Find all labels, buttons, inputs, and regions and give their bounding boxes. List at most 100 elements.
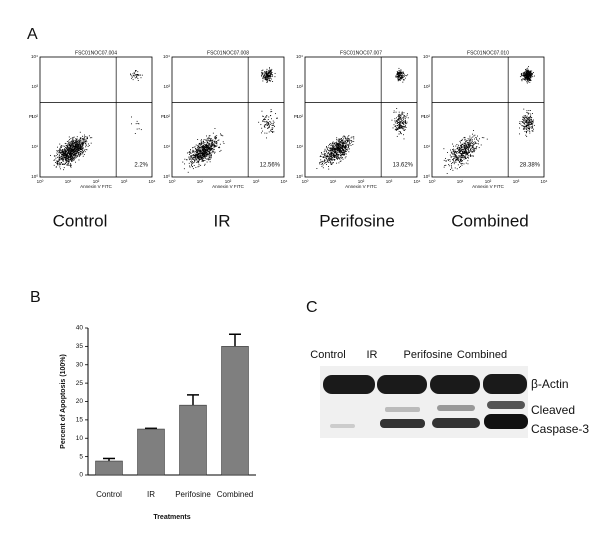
dot (348, 151, 350, 153)
dot (459, 157, 461, 159)
dot (332, 144, 334, 146)
dot (73, 151, 75, 153)
band (377, 375, 427, 394)
dot (466, 140, 468, 142)
dot (65, 146, 67, 148)
dot (525, 124, 527, 126)
dot (347, 139, 348, 141)
dot (337, 155, 339, 157)
dot (470, 145, 472, 147)
dot (221, 134, 223, 136)
dot (341, 151, 343, 153)
dot (331, 149, 333, 150)
dot (196, 153, 198, 155)
dot (343, 153, 345, 155)
dot (524, 73, 526, 74)
dot (329, 157, 331, 159)
dot (461, 160, 463, 161)
y-tick-label: 10⁴ (423, 54, 430, 59)
dot (468, 155, 470, 157)
dot (132, 79, 134, 81)
dot (68, 161, 70, 163)
dot (79, 148, 81, 150)
dot (79, 144, 81, 146)
dot (214, 140, 216, 142)
dot (465, 151, 467, 153)
dot (264, 76, 266, 78)
dot (205, 148, 207, 150)
dot (62, 158, 64, 160)
dot (336, 139, 338, 141)
dot (64, 159, 66, 161)
dot (344, 140, 346, 142)
dot (262, 77, 264, 79)
dot (263, 71, 265, 73)
dot (74, 144, 76, 146)
dot (334, 155, 336, 157)
dot (532, 127, 533, 129)
dot (340, 138, 342, 140)
y-tick-label: 10¹ (296, 144, 303, 149)
dot (401, 77, 403, 78)
dot (63, 150, 65, 152)
dot (342, 142, 344, 144)
dot (474, 138, 475, 140)
dot (525, 122, 527, 123)
dot (328, 149, 329, 151)
dot (203, 153, 205, 155)
dot (208, 156, 210, 158)
dot (339, 154, 341, 156)
dot (73, 149, 75, 151)
dot (332, 148, 334, 150)
dot (399, 115, 401, 117)
dot (330, 148, 332, 150)
dot (396, 73, 398, 75)
dot (326, 146, 327, 148)
dot (197, 149, 199, 151)
dot (67, 162, 69, 164)
dot (400, 72, 402, 74)
dot (338, 149, 340, 151)
dot (468, 146, 470, 148)
dot (401, 72, 403, 74)
dot (267, 74, 269, 75)
dot (530, 126, 532, 128)
dot (395, 125, 397, 127)
dot (458, 147, 460, 149)
dot (75, 138, 77, 140)
dot (212, 144, 214, 146)
dot (527, 113, 529, 115)
dot (211, 144, 213, 146)
dot (273, 131, 275, 133)
dot (466, 145, 468, 146)
dot (266, 79, 268, 81)
dot (337, 149, 339, 151)
dot (332, 145, 334, 147)
dot (79, 141, 81, 143)
dot (528, 125, 530, 127)
dot (65, 154, 67, 155)
dot (199, 151, 201, 153)
dot (54, 159, 56, 161)
dot (342, 146, 343, 147)
dot (522, 72, 524, 74)
dot (336, 141, 338, 143)
dot (271, 131, 273, 132)
dot (340, 150, 342, 152)
dot (403, 134, 404, 136)
dot (72, 142, 74, 144)
dot (208, 148, 209, 150)
dot (338, 157, 339, 159)
dot (528, 118, 530, 120)
dot (264, 78, 266, 79)
y-tick-label: 10⁰ (31, 174, 38, 179)
dot (333, 146, 335, 148)
plot-frame (304, 56, 418, 178)
dot (530, 122, 532, 124)
dot (528, 77, 530, 79)
dot (455, 151, 457, 153)
dot (64, 152, 66, 154)
dot (65, 153, 67, 154)
dot (219, 133, 221, 135)
dot (347, 140, 349, 142)
